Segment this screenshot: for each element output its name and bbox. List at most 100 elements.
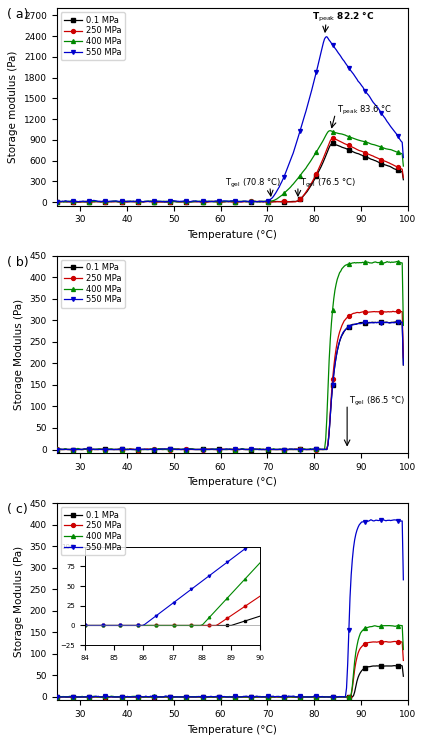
Y-axis label: Storage modulus (Pa): Storage modulus (Pa) — [8, 51, 18, 163]
Text: T$_{\rm gel}$ (86.5 °C): T$_{\rm gel}$ (86.5 °C) — [348, 395, 405, 407]
250 MPa — [266, 692, 272, 701]
Text: T$_{\rm peak}$ 82.2 °C: T$_{\rm peak}$ 82.2 °C — [312, 11, 374, 24]
Line: 250 MPa: 250 MPa — [55, 137, 405, 204]
250 MPa — [261, 445, 266, 454]
400 MPa — [261, 197, 266, 206]
Text: ( b): ( b) — [7, 256, 29, 269]
Y-axis label: Storage Modulus (Pa): Storage Modulus (Pa) — [14, 546, 24, 658]
0.1 MPa — [348, 692, 353, 701]
0.1 MPa — [401, 672, 406, 681]
250 MPa — [401, 656, 406, 665]
550 MPa — [371, 516, 376, 525]
550 MPa — [401, 360, 406, 369]
400 MPa — [54, 444, 59, 453]
550 MPa — [259, 445, 264, 454]
550 MPa — [267, 692, 272, 701]
250 MPa — [261, 692, 266, 701]
250 MPa — [59, 445, 64, 454]
Text: ( a): ( a) — [7, 8, 29, 22]
0.1 MPa — [259, 445, 264, 454]
550 MPa — [261, 197, 266, 206]
400 MPa — [259, 197, 264, 206]
Text: ( c): ( c) — [7, 503, 28, 516]
400 MPa — [401, 321, 406, 330]
250 MPa — [88, 198, 93, 207]
Text: T$_{\rm gel}$ (70.8 °C): T$_{\rm gel}$ (70.8 °C) — [225, 177, 281, 190]
400 MPa — [54, 692, 59, 701]
550 MPa — [368, 318, 374, 327]
400 MPa — [259, 692, 264, 701]
Line: 550 MPa: 550 MPa — [55, 320, 405, 452]
400 MPa — [368, 622, 374, 631]
0.1 MPa — [399, 661, 404, 670]
550 MPa — [348, 593, 353, 602]
0.1 MPa — [54, 445, 59, 454]
0.1 MPa — [57, 692, 62, 701]
250 MPa — [267, 445, 272, 454]
0.1 MPa — [55, 198, 60, 207]
250 MPa — [261, 198, 266, 207]
0.1 MPa — [267, 692, 272, 701]
250 MPa — [54, 692, 59, 701]
250 MPa — [259, 692, 264, 701]
Text: T$_{\rm gel}$ (76.5 °C): T$_{\rm gel}$ (76.5 °C) — [300, 177, 357, 190]
250 MPa — [348, 142, 354, 151]
0.1 MPa — [55, 445, 60, 454]
Line: 400 MPa: 400 MPa — [55, 259, 405, 452]
Line: 0.1 MPa: 0.1 MPa — [55, 663, 405, 699]
0.1 MPa — [54, 198, 59, 207]
400 MPa — [395, 257, 400, 266]
0.1 MPa — [261, 198, 266, 207]
Legend: 0.1 MPa, 250 MPa, 400 MPa, 550 MPa: 0.1 MPa, 250 MPa, 400 MPa, 550 MPa — [61, 260, 125, 308]
0.1 MPa — [261, 692, 266, 701]
250 MPa — [262, 198, 267, 207]
250 MPa — [54, 198, 59, 207]
Line: 0.1 MPa: 0.1 MPa — [55, 141, 405, 204]
250 MPa — [348, 311, 353, 320]
250 MPa — [391, 307, 396, 316]
250 MPa — [267, 198, 272, 207]
400 MPa — [397, 621, 402, 630]
250 MPa — [393, 637, 398, 646]
400 MPa — [369, 140, 374, 149]
0.1 MPa — [262, 197, 267, 206]
550 MPa — [55, 692, 60, 701]
Line: 400 MPa: 400 MPa — [55, 623, 405, 699]
0.1 MPa — [348, 146, 354, 155]
550 MPa — [261, 445, 266, 454]
550 MPa — [261, 692, 266, 701]
Text: T$_{\rm peak}$ 83.6 °C: T$_{\rm peak}$ 83.6 °C — [337, 104, 392, 117]
400 MPa — [59, 445, 64, 454]
400 MPa — [262, 445, 267, 454]
550 MPa — [57, 692, 62, 701]
250 MPa — [55, 692, 60, 701]
250 MPa — [262, 445, 267, 454]
550 MPa — [266, 445, 272, 454]
0.1 MPa — [262, 692, 267, 701]
550 MPa — [397, 317, 402, 326]
0.1 MPa — [401, 175, 406, 184]
0.1 MPa — [369, 662, 374, 671]
550 MPa — [54, 445, 59, 454]
250 MPa — [54, 445, 59, 454]
0.1 MPa — [368, 318, 374, 327]
400 MPa — [346, 692, 351, 701]
0.1 MPa — [164, 198, 169, 207]
250 MPa — [401, 353, 406, 362]
550 MPa — [54, 692, 59, 701]
0.1 MPa — [330, 139, 335, 148]
550 MPa — [368, 516, 374, 525]
X-axis label: Temperature (°C): Temperature (°C) — [187, 477, 277, 487]
550 MPa — [324, 32, 329, 41]
Line: 550 MPa: 550 MPa — [55, 518, 405, 699]
550 MPa — [401, 575, 406, 584]
400 MPa — [55, 692, 60, 701]
250 MPa — [371, 152, 376, 160]
550 MPa — [262, 692, 267, 701]
0.1 MPa — [267, 198, 272, 207]
0.1 MPa — [261, 445, 266, 454]
0.1 MPa — [55, 692, 60, 701]
400 MPa — [55, 444, 60, 453]
250 MPa — [346, 692, 351, 701]
400 MPa — [266, 692, 272, 701]
